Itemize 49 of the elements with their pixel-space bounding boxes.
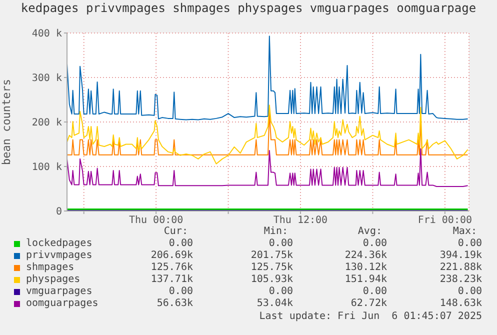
- text: 221.88k: [440, 262, 482, 273]
- x-tick-label: Thu 12:00: [273, 215, 328, 226]
- text: Min:: [264, 226, 288, 237]
- text: Last update: Fri Jun 6 01:45:07 2025: [259, 311, 482, 322]
- line-series: [67, 112, 468, 156]
- text: 238.23k: [440, 274, 482, 285]
- y-tick-label: 100 k: [32, 162, 62, 174]
- legend-label: shmpages: [26, 262, 74, 273]
- text: 0.00: [362, 238, 387, 249]
- text: 125.75k: [250, 262, 293, 273]
- y-tick-label: 300 k: [32, 73, 62, 84]
- text: 125.76k: [150, 262, 193, 273]
- legend-label: physpages: [26, 274, 80, 285]
- text: 137.71k: [150, 274, 193, 285]
- text: 130.12k: [344, 262, 387, 273]
- text: 0.00: [168, 286, 193, 297]
- chart-title: kedpages privvmpages shmpages physpages vmguarpages oomguarpage: [20, 1, 478, 15]
- text: Avg:: [358, 226, 382, 237]
- text: 201.75k: [250, 250, 293, 261]
- y-tick-label: 200 k: [32, 118, 62, 129]
- text: 224.36k: [344, 250, 387, 261]
- text: 0.00: [458, 238, 482, 249]
- legend-label: oomguarpages: [26, 298, 98, 309]
- text: 62.72k: [350, 298, 387, 309]
- line-series: [67, 148, 468, 188]
- y-tick-label: 400 k: [32, 28, 62, 40]
- text: 0.00: [268, 238, 293, 249]
- y-axis-title: bean counters: [0, 78, 13, 166]
- line-series: [67, 36, 468, 120]
- text: 0.00: [362, 286, 387, 297]
- text: 148.63k: [440, 298, 482, 309]
- text: Cur:: [164, 226, 188, 237]
- y-tick-label: 0: [56, 206, 62, 218]
- text: 53.04k: [256, 298, 293, 309]
- text: 151.94k: [344, 274, 387, 285]
- text: 0.00: [268, 286, 293, 297]
- text: 0.00: [458, 286, 482, 297]
- legend-label: privvmpages: [26, 250, 92, 261]
- text: 56.63k: [156, 298, 193, 309]
- text: 394.19k: [440, 250, 482, 261]
- text: Max:: [452, 226, 477, 237]
- legend-label: vmguarpages: [26, 286, 92, 297]
- x-tick-label: Fri 00:00: [418, 215, 472, 226]
- text: 105.93k: [250, 274, 293, 285]
- x-tick-label: Thu 00:00: [128, 215, 184, 226]
- legend-label: lockedpages: [26, 238, 92, 249]
- text: 206.69k: [150, 250, 193, 261]
- text: 0.00: [168, 238, 193, 249]
- line-series: [67, 104, 468, 164]
